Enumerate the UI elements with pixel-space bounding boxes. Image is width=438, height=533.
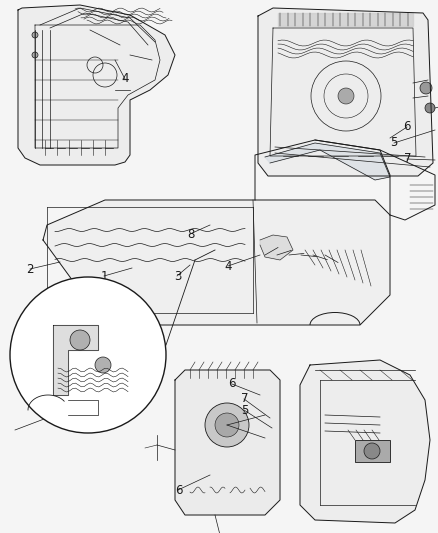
Polygon shape <box>278 13 413 26</box>
Circle shape <box>10 277 166 433</box>
Circle shape <box>32 52 38 58</box>
Circle shape <box>420 82 432 94</box>
Polygon shape <box>258 8 433 176</box>
Text: 4: 4 <box>48 410 56 423</box>
Bar <box>355 440 390 462</box>
Text: 9: 9 <box>114 384 122 397</box>
Text: 6: 6 <box>403 120 411 133</box>
Text: 8: 8 <box>187 228 194 241</box>
Text: 4: 4 <box>224 260 232 273</box>
Text: 4: 4 <box>121 72 129 85</box>
Polygon shape <box>18 5 175 165</box>
Circle shape <box>215 413 239 437</box>
Text: 6: 6 <box>175 484 183 497</box>
Text: 2: 2 <box>26 263 34 276</box>
Circle shape <box>425 103 435 113</box>
Polygon shape <box>260 235 293 260</box>
Circle shape <box>364 443 380 459</box>
Circle shape <box>205 403 249 447</box>
Text: 7: 7 <box>240 392 248 405</box>
Circle shape <box>338 88 354 104</box>
Text: 1: 1 <box>100 270 108 282</box>
Polygon shape <box>300 360 430 523</box>
Circle shape <box>70 330 90 350</box>
Circle shape <box>95 357 111 373</box>
Polygon shape <box>265 143 390 180</box>
Polygon shape <box>175 370 280 515</box>
Text: 5: 5 <box>241 404 248 417</box>
Polygon shape <box>53 325 98 395</box>
Polygon shape <box>43 200 390 325</box>
Circle shape <box>32 32 38 38</box>
Text: 6: 6 <box>228 377 236 390</box>
Text: 5: 5 <box>391 136 398 149</box>
Text: 7: 7 <box>403 152 411 165</box>
Text: 3: 3 <box>174 270 181 282</box>
